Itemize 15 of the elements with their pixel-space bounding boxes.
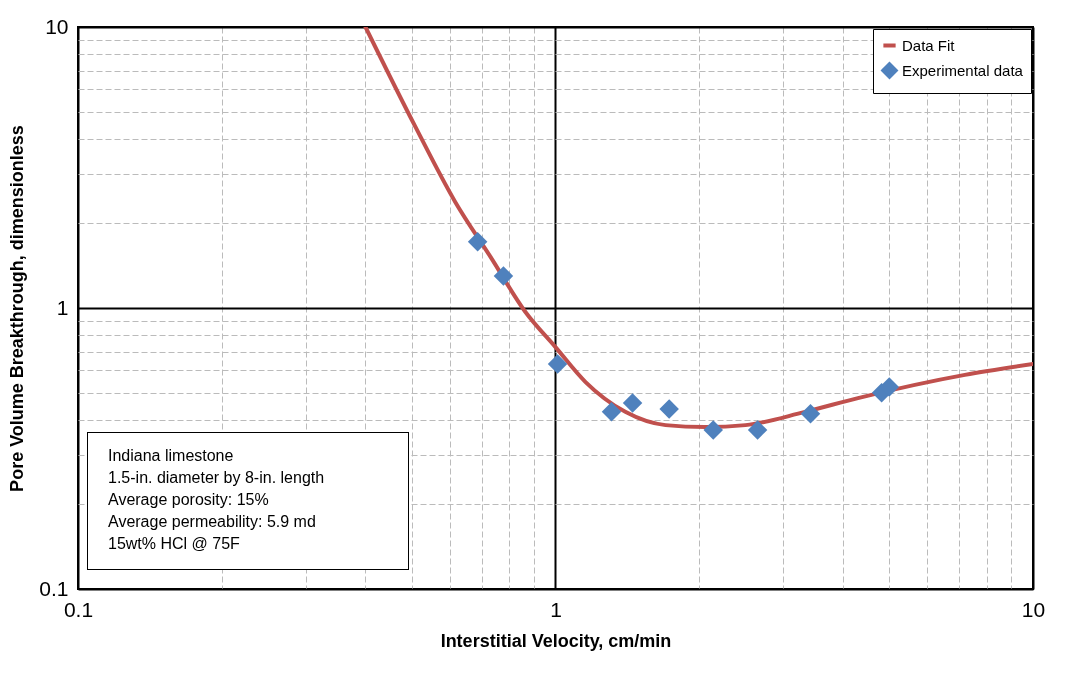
y-axis-title: Pore Volume Breakthrough, dimensionless xyxy=(7,125,28,492)
annotation: Average permeability: 5.9 md xyxy=(108,512,317,532)
legend-label: Experimental data xyxy=(902,61,1024,79)
y-tick-label: 0.1 xyxy=(39,576,69,600)
annotation: 15wt% HCl @ 75F xyxy=(108,534,241,554)
annotation: 1.5-in. diameter by 8-in. length xyxy=(108,468,326,488)
x-tick-label: 0.1 xyxy=(63,597,94,621)
x-axis-title: Interstitial Velocity, cm/min xyxy=(440,630,672,651)
legend-label: Data Fit xyxy=(902,36,956,54)
annotation: Indiana limestone xyxy=(108,446,235,466)
x-tick-label: 10 xyxy=(1021,597,1046,621)
annotation: Average porosity: 15% xyxy=(108,490,270,510)
x-tick-label: 1 xyxy=(550,597,562,621)
y-tick-label: 10 xyxy=(45,14,69,38)
y-tick-label: 1 xyxy=(56,295,69,319)
